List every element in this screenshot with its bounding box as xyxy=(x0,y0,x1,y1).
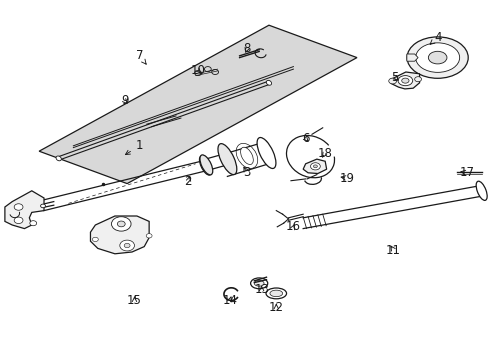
Polygon shape xyxy=(406,54,417,61)
Text: 8: 8 xyxy=(243,42,250,55)
Text: 4: 4 xyxy=(429,31,441,44)
Ellipse shape xyxy=(475,181,486,201)
Text: 9: 9 xyxy=(121,94,128,107)
Text: 10: 10 xyxy=(190,64,205,77)
Text: 1: 1 xyxy=(125,139,143,154)
Ellipse shape xyxy=(199,156,211,175)
Ellipse shape xyxy=(427,51,446,64)
Circle shape xyxy=(92,237,98,242)
Circle shape xyxy=(310,163,320,170)
Text: 7: 7 xyxy=(135,49,146,64)
Text: 6: 6 xyxy=(301,132,309,145)
Polygon shape xyxy=(90,216,149,254)
Circle shape xyxy=(388,78,396,84)
Text: 2: 2 xyxy=(184,175,192,188)
Text: 17: 17 xyxy=(459,166,473,179)
Circle shape xyxy=(30,221,37,226)
Ellipse shape xyxy=(240,147,253,165)
Ellipse shape xyxy=(401,78,408,83)
Text: 19: 19 xyxy=(339,172,354,185)
Ellipse shape xyxy=(397,76,412,86)
Ellipse shape xyxy=(265,288,286,299)
Circle shape xyxy=(14,217,23,224)
Ellipse shape xyxy=(406,37,468,78)
Text: 11: 11 xyxy=(386,244,400,257)
Ellipse shape xyxy=(415,43,459,72)
Ellipse shape xyxy=(56,156,61,161)
Text: 15: 15 xyxy=(127,294,142,307)
Ellipse shape xyxy=(254,280,264,286)
Ellipse shape xyxy=(41,204,45,208)
Circle shape xyxy=(124,243,130,248)
Ellipse shape xyxy=(218,144,236,175)
Text: 13: 13 xyxy=(254,283,268,296)
Ellipse shape xyxy=(269,290,282,297)
Ellipse shape xyxy=(221,149,233,169)
Ellipse shape xyxy=(250,278,267,289)
Ellipse shape xyxy=(257,138,275,168)
Text: 5: 5 xyxy=(390,71,398,84)
Circle shape xyxy=(414,77,421,82)
Polygon shape xyxy=(303,159,326,174)
Polygon shape xyxy=(39,25,356,184)
Text: 14: 14 xyxy=(222,294,237,307)
Text: 3: 3 xyxy=(243,166,250,179)
Polygon shape xyxy=(5,191,44,229)
Circle shape xyxy=(120,240,134,251)
Circle shape xyxy=(313,165,317,168)
Text: 12: 12 xyxy=(268,301,283,314)
Text: 18: 18 xyxy=(317,147,332,159)
Polygon shape xyxy=(390,72,419,89)
Circle shape xyxy=(111,217,131,231)
Text: 16: 16 xyxy=(285,220,300,233)
Circle shape xyxy=(14,204,23,210)
Circle shape xyxy=(146,234,152,238)
Ellipse shape xyxy=(200,155,212,175)
Ellipse shape xyxy=(266,80,271,85)
Circle shape xyxy=(117,221,125,227)
